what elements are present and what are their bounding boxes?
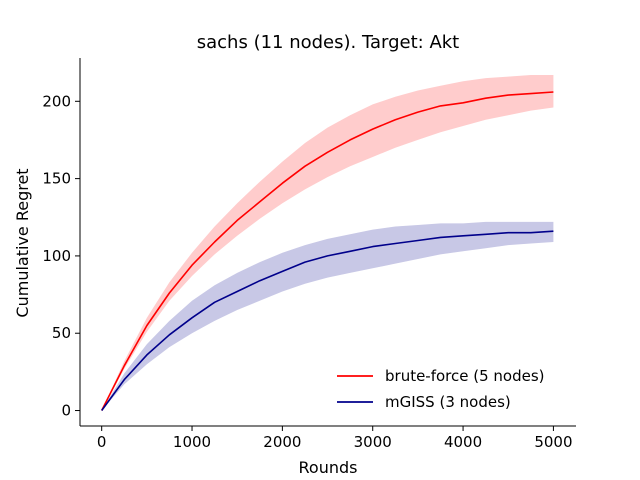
x-axis-label: Rounds: [299, 458, 358, 477]
plot-area: [100, 75, 554, 411]
x-tick-label: 3000: [354, 433, 392, 451]
y-tick-label: 200: [42, 92, 71, 110]
x-tick-label: 4000: [444, 433, 482, 451]
y-tick-label: 150: [42, 170, 71, 188]
y-tick-label: 50: [52, 324, 71, 342]
legend: brute-force (5 nodes) mGISS (3 nodes): [337, 367, 545, 411]
y-tick-label: 100: [42, 247, 71, 265]
x-tick-label: 2000: [263, 433, 301, 451]
axes: 0 1000 2000 3000 4000 5000 0 50 100 150 200: [42, 58, 576, 451]
legend-label-0: brute-force (5 nodes): [385, 367, 545, 385]
x-tick-label: 1000: [173, 433, 211, 451]
y-tick-label: 0: [61, 402, 71, 420]
series-band-1: [101, 221, 554, 411]
chart-title: sachs (11 nodes). Target: Akt: [197, 32, 460, 53]
x-tick-label: 5000: [534, 433, 572, 451]
series-band-0: [101, 75, 554, 411]
series-line-1: [101, 230, 554, 411]
y-axis-label: Cumulative Regret: [13, 168, 32, 317]
x-tick-label: 0: [97, 433, 107, 451]
series-line-0: [100, 91, 554, 411]
legend-label-1: mGISS (3 nodes): [385, 393, 511, 411]
